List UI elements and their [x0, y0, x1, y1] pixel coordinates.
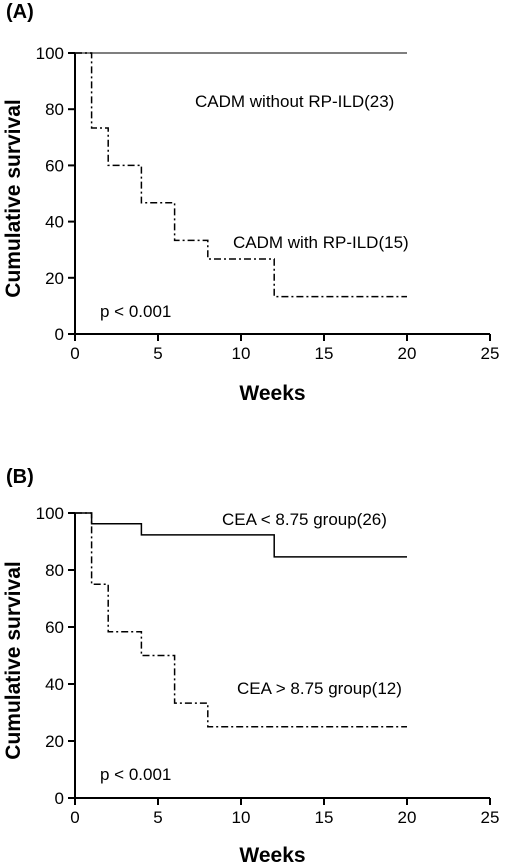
panel-a-x-tick-label: 10: [232, 344, 251, 363]
panel-b-y-tick-label: 20: [45, 732, 64, 751]
panel-a-series-label: CADM with RP-ILD(15): [233, 233, 409, 252]
panel-b-series-label: CEA < 8.75 group(26): [222, 510, 387, 529]
panel-a-p-value: p < 0.001: [100, 302, 171, 321]
panel-a-series-dashed-line: [75, 52, 407, 298]
panel-b-y-tick-label: 100: [36, 504, 64, 523]
panel-a-y-tick-label: 20: [45, 269, 64, 288]
panel-b-x-tick-label: 25: [481, 808, 500, 827]
panel-a-x-tick-label: 20: [398, 344, 417, 363]
panel-b-x-tick-label: 10: [232, 808, 251, 827]
panel-b-label: (B): [6, 466, 34, 488]
panel-a-label: (A): [6, 1, 34, 23]
panel-a-y-axis-title: Cumulative survival: [2, 99, 25, 297]
panel-a-y-tick-label: 80: [45, 100, 64, 119]
panel-a-x-tick-label: 25: [481, 344, 500, 363]
panel-b-p-value: p < 0.001: [100, 765, 171, 784]
panel-b-y-tick-label: 40: [45, 675, 64, 694]
panel-b-x-tick-label: 15: [315, 808, 334, 827]
panel-a-x-tick-label: 0: [70, 344, 79, 363]
panel-a-x-tick-label: 5: [153, 344, 162, 363]
panel-b-chart: (B) 0 5 10 15 20 25 0 20 40 60 80 100 Weeks Cumulative…: [2, 466, 499, 867]
panel-b-y-tick-label: 60: [45, 618, 64, 637]
panel-a-y-tick-label: 60: [45, 156, 64, 175]
panel-a-series-label: CADM without RP-ILD(23): [195, 92, 394, 111]
panel-b-x-axis-title: Weeks: [239, 844, 305, 867]
panel-b-x-tick-label: 0: [70, 808, 79, 827]
panel-a-chart: (A) 0 5 10 15 20 25 0 20 40 60 80 100 Weeks Cumulative…: [2, 1, 499, 405]
panel-b-series-dashed-line: [75, 512, 407, 728]
panel-b-y-axis-title: Cumulative survival: [2, 561, 25, 759]
panel-b-x-tick-label: 20: [398, 808, 417, 827]
panel-b-y-tick-label: 0: [55, 789, 64, 808]
panel-a-x-axis-title: Weeks: [239, 382, 305, 405]
panel-a-y-tick-label: 0: [55, 325, 64, 344]
panel-b-x-tick-label: 5: [153, 808, 162, 827]
panel-a-y-tick-label: 100: [36, 44, 64, 63]
panel-a-y-tick-label: 40: [45, 213, 64, 232]
panel-b-y-tick-label: 80: [45, 561, 64, 580]
panel-a-x-tick-label: 15: [315, 344, 334, 363]
panel-b-series-label: CEA > 8.75 group(12): [237, 679, 402, 698]
